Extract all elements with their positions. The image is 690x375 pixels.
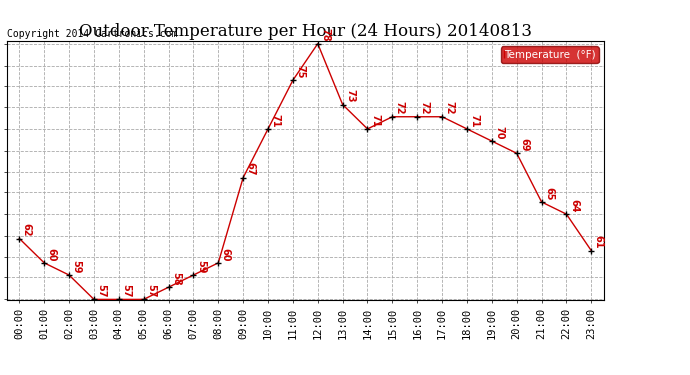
Legend: Temperature  (°F): Temperature (°F) [501, 46, 598, 63]
Text: 72: 72 [420, 101, 430, 115]
Text: 60: 60 [221, 248, 230, 261]
Text: 61: 61 [594, 236, 604, 249]
Text: 72: 72 [395, 101, 405, 115]
Text: 73: 73 [345, 89, 355, 103]
Text: 59: 59 [72, 260, 81, 273]
Text: 75: 75 [295, 65, 306, 78]
Text: Copyright 2014 Cartronics.com: Copyright 2014 Cartronics.com [7, 29, 177, 39]
Text: 57: 57 [121, 284, 131, 298]
Text: 78: 78 [320, 28, 331, 42]
Title: Outdoor Temperature per Hour (24 Hours) 20140813: Outdoor Temperature per Hour (24 Hours) … [79, 23, 532, 40]
Text: 69: 69 [519, 138, 529, 152]
Text: 60: 60 [47, 248, 57, 261]
Text: 67: 67 [246, 162, 255, 176]
Text: 72: 72 [444, 101, 455, 115]
Text: 71: 71 [469, 114, 480, 127]
Text: 57: 57 [97, 284, 106, 298]
Text: 64: 64 [569, 199, 579, 212]
Text: 59: 59 [196, 260, 206, 273]
Text: 57: 57 [146, 284, 156, 298]
Text: 71: 71 [370, 114, 380, 127]
Text: 58: 58 [171, 272, 181, 285]
Text: 70: 70 [494, 126, 504, 139]
Text: 62: 62 [22, 223, 32, 237]
Text: 71: 71 [270, 114, 281, 127]
Text: 65: 65 [544, 187, 554, 200]
